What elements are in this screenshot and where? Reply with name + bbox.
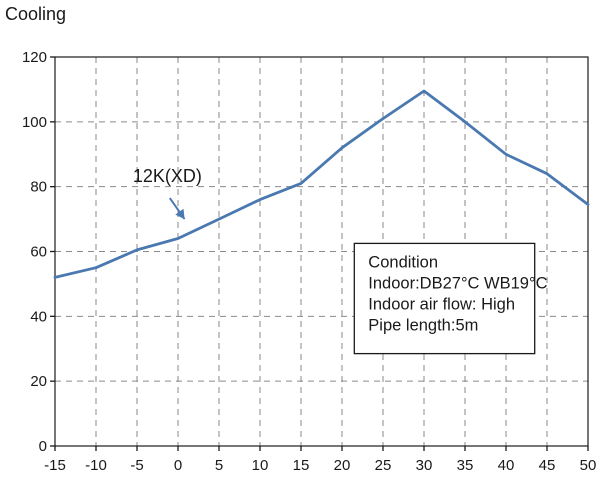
- y-tick-label: 80: [30, 179, 47, 196]
- plot-frame: [54, 56, 589, 447]
- series-layer: [53, 89, 590, 279]
- series-label: 12K(XD): [133, 166, 202, 186]
- x-tick-label: -15: [44, 457, 66, 474]
- series-label-arrowhead: [175, 208, 185, 220]
- condition-line: Indoor air flow: High: [368, 295, 515, 313]
- condition-line: Indoor:DB27°C WB19°C: [368, 274, 547, 292]
- label-layer: 12K(XD): [133, 166, 202, 220]
- condition-line: Condition: [368, 253, 438, 271]
- x-tick-label: 5: [215, 457, 223, 474]
- x-tick-label: 30: [416, 457, 433, 474]
- y-tick-label: 0: [39, 438, 47, 455]
- x-tick-label: 35: [457, 457, 474, 474]
- y-tick-label: 40: [30, 308, 47, 325]
- grid-layer: [55, 57, 588, 446]
- condition-box: [353, 242, 536, 355]
- x-tick-label: 15: [293, 457, 310, 474]
- y-tick-label: 60: [30, 244, 47, 261]
- x-tick-label: 10: [252, 457, 269, 474]
- series-line: [53, 89, 590, 279]
- x-tick-label: 20: [334, 457, 351, 474]
- x-tick-label: 45: [539, 457, 556, 474]
- condition-line: Pipe length:5m: [368, 316, 478, 334]
- y-tick-label: 120: [22, 49, 47, 66]
- x-tick-label: 25: [375, 457, 392, 474]
- x-tick-label: 40: [498, 457, 515, 474]
- condition-note: Condition Indoor:DB27°C WB19°C Indoor air …: [353, 242, 548, 355]
- y-tick-label: 100: [22, 114, 47, 131]
- chart-title: Cooling: [5, 4, 67, 24]
- axis-layer: -15 -10 -5 0 5 10 15 20 25 30 35 40 45 50 0 20 40 60 80 100…: [22, 49, 596, 474]
- x-tick-label: -5: [130, 457, 143, 474]
- x-tick-label: 50: [580, 457, 597, 474]
- x-tick-label: 0: [174, 457, 182, 474]
- x-tick-label: -10: [85, 457, 107, 474]
- y-tick-label: 20: [30, 373, 47, 390]
